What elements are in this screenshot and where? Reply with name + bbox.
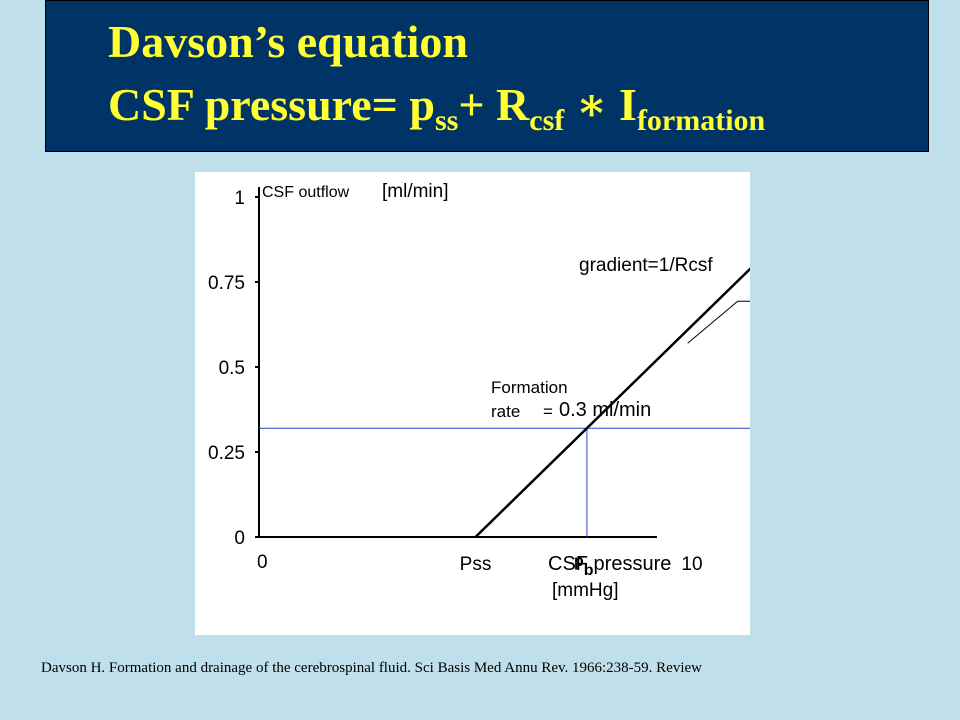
formation-equals: = — [543, 402, 553, 421]
citation: Davson H. Formation and drainage of the … — [41, 660, 702, 676]
csf-chart: 00.250.50.751 0 Pss pb 10 CSF outflow [ml/m… — [208, 181, 750, 601]
chart-panel: 0 0.25 0.5 0.75 1 0 Pss pb 10 CSF outflow [ml/m… — [195, 172, 750, 635]
y-tick-label: 0 — [234, 528, 245, 549]
equation-sub-csf: csf — [529, 104, 565, 137]
equation-sub-formation: formation — [636, 104, 766, 137]
y-tick-label: 0.25 — [208, 443, 245, 464]
x-axis-label: CSF pressure — [548, 553, 671, 575]
y-axis-unit: [ml/min] — [382, 181, 449, 202]
formation-label-line1: Formation — [491, 378, 568, 397]
gradient-annotation: gradient=1/Rcsf — [579, 255, 713, 276]
outflow-line — [474, 267, 750, 538]
title-banner: Davson’s equation CSF pressure= pss+ Rcs… — [45, 0, 929, 152]
x-tick-label: Pss — [460, 554, 492, 575]
equation-times: ∗ I — [564, 79, 637, 130]
gradient-leader-line — [687, 300, 750, 344]
y-tick-label: 0.5 — [219, 358, 245, 379]
x-tick-label: 0 — [257, 552, 268, 573]
y-axis-label: CSF outflow — [262, 184, 350, 201]
slide-equation: CSF pressure= pss+ Rcsf ∗ Iformation — [108, 77, 765, 136]
slide-title: Davson’s equation — [108, 16, 468, 67]
y-tick-label: 1 — [234, 188, 245, 209]
y-tick-label: 0.75 — [208, 273, 245, 294]
equation-lhs: CSF pressure= p — [108, 79, 435, 130]
x-tick-label: 10 — [681, 554, 702, 575]
formation-label-line2: rate — [491, 402, 520, 421]
equation-plus: + R — [458, 79, 530, 130]
x-axis-unit: [mmHg] — [552, 580, 619, 601]
equation-sub-ss: ss — [434, 104, 459, 137]
formation-value: 0.3 ml/min — [559, 399, 651, 421]
